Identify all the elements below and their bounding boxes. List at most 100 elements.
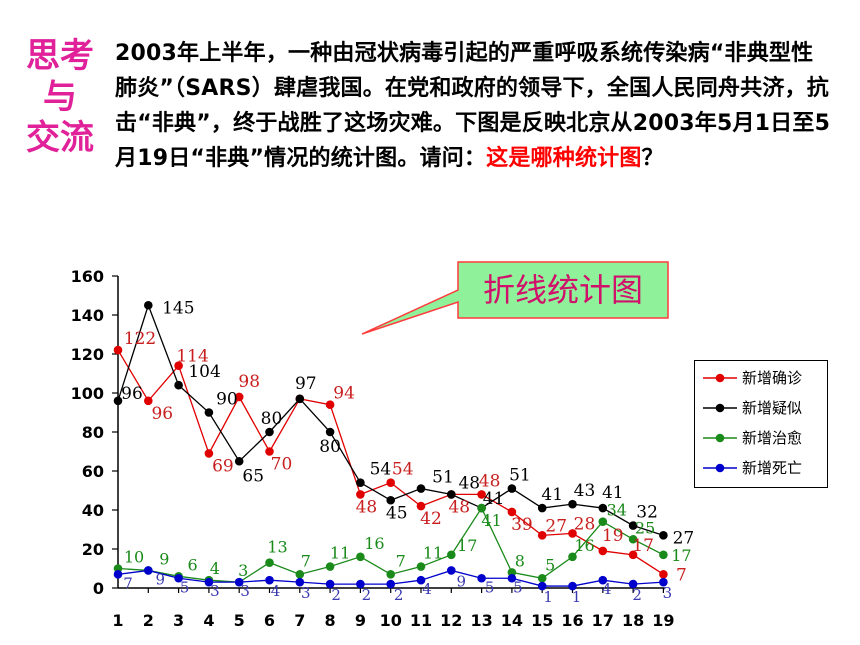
x-tick-label: 4 bbox=[203, 611, 214, 630]
legend-label: 新增治愈 bbox=[742, 429, 803, 447]
x-tick-label: 19 bbox=[652, 611, 674, 630]
data-point bbox=[568, 499, 577, 509]
data-point bbox=[234, 392, 244, 402]
intro-question: 这是哪种统计图 bbox=[486, 146, 642, 171]
y-tick-label: 100 bbox=[71, 384, 104, 403]
data-point bbox=[204, 577, 214, 587]
x-tick-label: 1 bbox=[112, 611, 123, 630]
data-label: 42 bbox=[420, 509, 442, 529]
side-title-line-1: 思考 bbox=[26, 36, 94, 76]
x-tick-label: 18 bbox=[622, 611, 644, 630]
data-point bbox=[447, 566, 456, 575]
data-point bbox=[659, 550, 668, 560]
data-label: 8 bbox=[515, 551, 525, 570]
data-label: 11 bbox=[423, 544, 443, 563]
data-label: 34 bbox=[607, 501, 627, 520]
data-point bbox=[174, 361, 183, 371]
legend-symbol bbox=[703, 403, 737, 413]
data-label: 6 bbox=[188, 555, 198, 574]
data-label: 97 bbox=[295, 374, 317, 394]
y-tick-label: 60 bbox=[82, 462, 104, 481]
data-label: 2 bbox=[394, 586, 404, 604]
data-label: 7 bbox=[123, 574, 133, 592]
data-label: 65 bbox=[242, 466, 264, 486]
data-label: 3 bbox=[240, 582, 250, 600]
callout-bubble-shape bbox=[361, 261, 669, 335]
data-point bbox=[477, 490, 486, 499]
data-point bbox=[204, 408, 214, 417]
data-label: 7 bbox=[396, 551, 406, 570]
y-tick-label: 140 bbox=[71, 306, 104, 325]
data-point bbox=[325, 400, 335, 410]
data-point bbox=[386, 495, 396, 505]
data-point bbox=[113, 396, 123, 406]
data-point bbox=[416, 501, 426, 511]
data-point bbox=[537, 573, 547, 583]
legend-item: 新增疑似 bbox=[695, 395, 829, 421]
y-tick-label: 160 bbox=[71, 267, 104, 286]
y-tick-label: 40 bbox=[82, 501, 104, 520]
data-point bbox=[659, 577, 668, 587]
side-title-line-3: 交流 bbox=[26, 118, 94, 158]
data-point bbox=[234, 577, 244, 587]
data-label: 39 bbox=[511, 515, 533, 535]
legend-marker bbox=[715, 463, 725, 473]
data-point bbox=[113, 345, 123, 355]
data-point bbox=[628, 521, 638, 530]
callout-text: 折线统计图 bbox=[482, 271, 643, 309]
data-label: 98 bbox=[238, 372, 260, 392]
data-label: 5 bbox=[180, 578, 190, 596]
legend-label: 新增死亡 bbox=[742, 459, 803, 477]
data-point bbox=[386, 570, 396, 579]
legend-item: 新增死亡 bbox=[695, 455, 829, 481]
data-label: 145 bbox=[162, 298, 194, 318]
data-point bbox=[568, 529, 577, 538]
data-label: 11 bbox=[330, 544, 350, 563]
data-label: 48 bbox=[458, 473, 480, 493]
data-label: 3 bbox=[663, 584, 673, 602]
data-label: 2 bbox=[632, 586, 642, 604]
data-point bbox=[386, 579, 396, 589]
data-label: 69 bbox=[212, 456, 234, 476]
data-label: 41 bbox=[602, 483, 624, 503]
data-point bbox=[507, 507, 517, 517]
data-label: 19 bbox=[602, 526, 624, 546]
data-label: 2 bbox=[331, 586, 341, 604]
data-label: 54 bbox=[392, 460, 414, 480]
data-label: 43 bbox=[574, 481, 596, 501]
x-tick-label: 15 bbox=[531, 611, 553, 630]
data-point bbox=[568, 581, 577, 591]
x-tick-label: 5 bbox=[234, 611, 245, 630]
data-label: 2 bbox=[362, 586, 372, 604]
data-label: 4 bbox=[602, 580, 612, 598]
data-point bbox=[598, 517, 608, 526]
data-label: 4 bbox=[422, 580, 432, 598]
legend-symbol bbox=[703, 463, 737, 473]
data-label: 9 bbox=[156, 570, 166, 588]
data-point bbox=[416, 484, 426, 493]
data-point bbox=[144, 566, 153, 575]
x-tick-label: 13 bbox=[470, 611, 492, 630]
data-label: 7 bbox=[676, 565, 687, 585]
data-label: 48 bbox=[448, 497, 470, 517]
data-label: 90 bbox=[216, 390, 238, 410]
x-tick-label: 14 bbox=[501, 611, 523, 630]
x-tick-label: 7 bbox=[294, 611, 305, 630]
data-label: 4 bbox=[271, 582, 281, 600]
data-point bbox=[174, 573, 183, 583]
data-point bbox=[356, 490, 365, 499]
data-label: 28 bbox=[574, 514, 596, 534]
data-label: 94 bbox=[333, 384, 355, 404]
data-point bbox=[325, 562, 335, 571]
data-point bbox=[628, 550, 638, 560]
x-tick-label: 16 bbox=[561, 611, 583, 630]
data-point bbox=[295, 577, 305, 587]
data-label: 51 bbox=[509, 466, 531, 486]
data-point bbox=[325, 427, 335, 437]
legend-item: 新增确诊 bbox=[695, 365, 829, 391]
legend-marker bbox=[715, 433, 725, 443]
data-point bbox=[568, 552, 577, 562]
y-tick-label: 20 bbox=[82, 540, 104, 559]
data-point bbox=[507, 573, 517, 583]
side-title-line-2: 与 bbox=[43, 77, 77, 117]
